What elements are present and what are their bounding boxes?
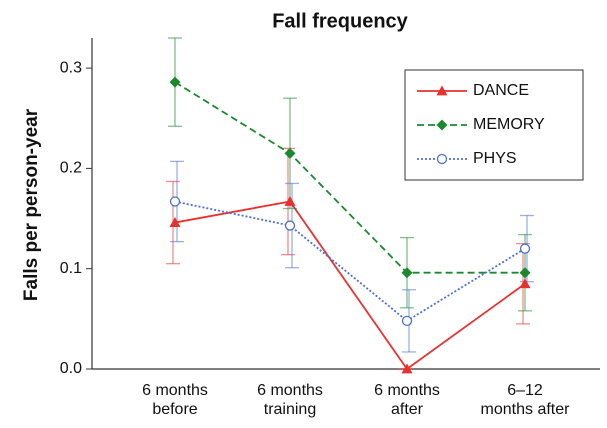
x-tick-label: before [152, 401, 197, 418]
data-point [519, 267, 531, 279]
chart-title: Fall frequency [272, 10, 408, 32]
legend-marker [436, 119, 448, 131]
x-tick-label: months after [481, 401, 571, 418]
data-point [519, 278, 531, 289]
y-tick-label: 0.1 [60, 260, 82, 277]
series-line [174, 200, 526, 322]
series-line [174, 81, 525, 274]
y-axis-label: Falls per person-year [21, 108, 42, 301]
y-tick-label: 0.3 [60, 59, 82, 76]
legend-label: DANCE [473, 82, 529, 99]
data-point [401, 315, 413, 327]
data-point [284, 147, 296, 159]
legend-label: PHYS [473, 150, 517, 167]
x-tick-label: 6 months [374, 382, 440, 399]
data-point [401, 363, 413, 374]
data-point [519, 243, 531, 254]
x-tick-label: 6 months [142, 382, 208, 399]
data-point [169, 217, 181, 227]
data-point [169, 76, 181, 88]
data-point [401, 267, 413, 279]
y-tick-label: 0.2 [60, 160, 82, 177]
y-tick-label: 0.0 [60, 360, 82, 377]
legend-marker [436, 153, 448, 165]
legend-marker [436, 85, 448, 96]
x-tick-label: training [264, 401, 316, 418]
data-point [169, 196, 181, 207]
x-tick-label: after [391, 401, 424, 418]
x-tick-label: 6 months [257, 382, 323, 399]
data-point [284, 195, 296, 206]
legend-label: MEMORY [473, 116, 545, 133]
series-line [174, 200, 526, 371]
data-point [284, 220, 296, 231]
x-tick-label: 6–12 [507, 382, 543, 399]
